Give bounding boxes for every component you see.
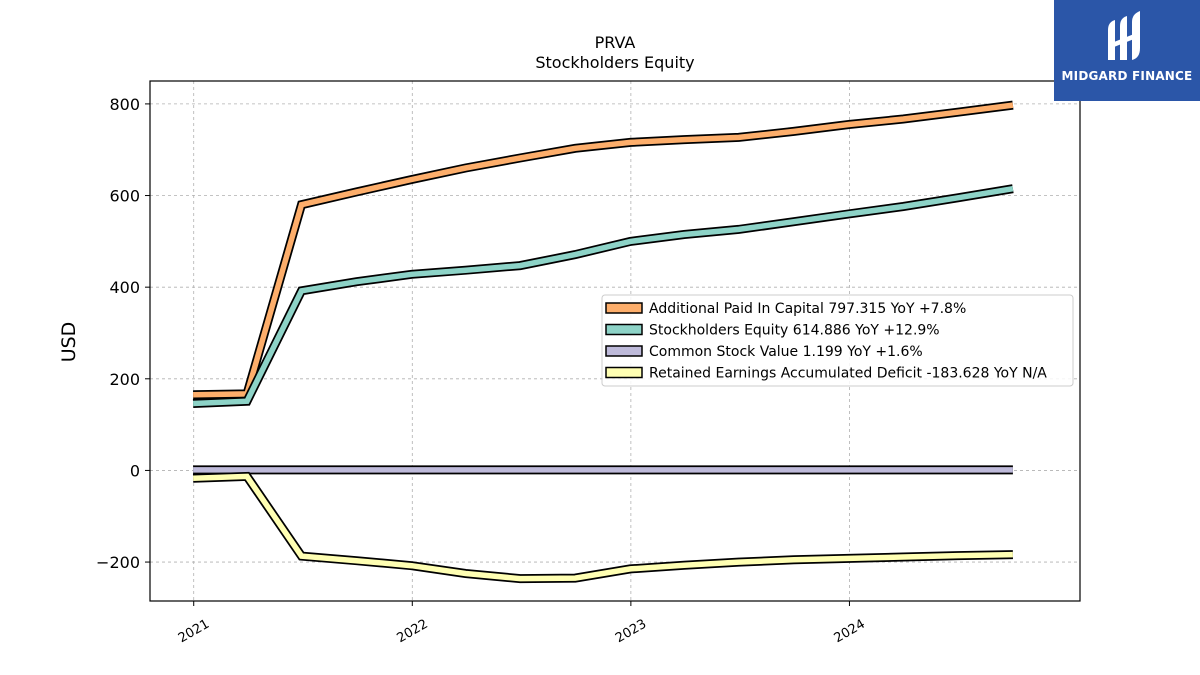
legend-swatch [605,345,643,357]
series-line [193,102,1014,398]
legend-item-label: Common Stock Value 1.199 YoY +1.6% [649,344,923,360]
legend-item-label: Retained Earnings Accumulated Deficit -1… [649,366,1047,382]
legend-swatch [605,323,643,336]
series-line [192,185,1014,407]
logo-mark-icon [1108,11,1140,60]
legend-item-label: Stockholders Equity 614.886 YoY +12.9% [649,323,940,339]
series-line-outline [192,471,1013,584]
legend-item-label: Additional Paid In Capital 797.315 YoY +… [649,301,966,317]
series-line [193,473,1013,582]
legend-swatch [605,366,643,379]
legend-swatch [605,302,643,314]
y-axis-label: USD [58,322,80,363]
x-tick-label: 2021 [176,617,212,647]
series-lines [192,100,1014,584]
y-tick-label: 0 [130,461,140,480]
y-tick-label: −200 [96,553,140,572]
y-tick-label: 200 [109,370,140,389]
y-axis: −200 0 200 400 600 800 [96,95,150,572]
y-tick-label: 600 [109,187,140,206]
chart-title: PRVA [595,33,636,52]
x-tick-label: 2023 [613,617,649,647]
chart-subtitle: Stockholders Equity [535,53,694,72]
legend: Additional Paid In Capital 797.315 YoY +… [601,294,1074,387]
logo-text: MIDGARD FINANCE [1061,69,1193,83]
midgard-finance-logo: MIDGARD FINANCE [1054,0,1200,101]
x-tick-label: 2022 [394,617,430,647]
x-axis: 2021 2022 2023 2024 [176,601,868,646]
y-tick-label: 400 [109,278,140,297]
y-tick-label: 800 [109,95,140,114]
x-tick-label: 2024 [832,617,868,647]
plot-frame [149,80,1081,602]
legend-box [601,294,1074,387]
